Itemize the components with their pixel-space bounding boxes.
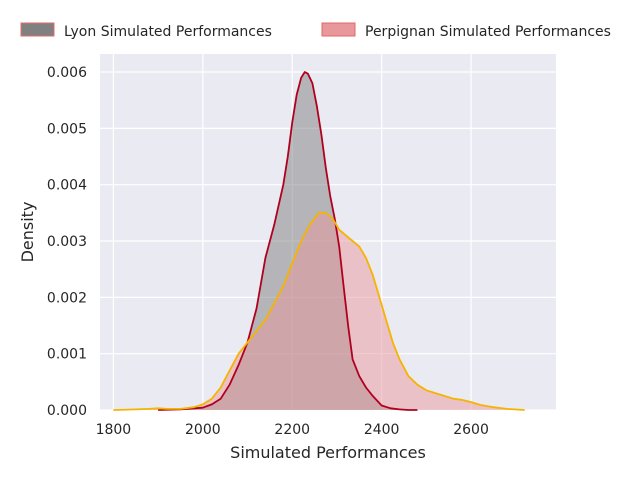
legend-label-perpignan: Perpignan Simulated Performances [365, 24, 611, 40]
y-tick-label: 0.006 [47, 65, 87, 81]
y-tick-label: 0.004 [47, 178, 87, 194]
x-tick-label: 2400 [364, 422, 400, 438]
density-line-lyon [158, 71, 418, 411]
density-line-perpignan [113, 211, 525, 411]
density-areas [113, 71, 525, 411]
legend-label-lyon: Lyon Simulated Performances [64, 24, 272, 40]
y-axis-label: Density [18, 202, 37, 263]
x-tick-label: 1800 [96, 422, 132, 438]
y-tick-label: 0.001 [47, 347, 87, 363]
legend-swatch-perpignan [321, 22, 356, 37]
legend-swatch-lyon [20, 22, 55, 37]
x-axis-label: Simulated Performances [230, 443, 426, 462]
y-tick-label: 0.000 [47, 403, 87, 419]
density-area-lyon [158, 72, 418, 410]
y-tick-label: 0.003 [47, 234, 87, 250]
x-tick-label: 2200 [274, 422, 310, 438]
density-area-perpignan [113, 212, 525, 410]
x-tick-label: 2000 [185, 422, 221, 438]
x-tick-label: 2600 [453, 422, 489, 438]
y-tick-labels: 0.000 0.001 0.002 0.003 0.004 0.005 0.006 [47, 65, 87, 419]
x-tick-labels: 1800 2000 2200 2400 2600 [96, 422, 489, 438]
y-tick-label: 0.002 [47, 290, 87, 306]
y-tick-label: 0.005 [47, 121, 87, 137]
legend: Lyon Simulated Performances Perpignan Si… [20, 22, 611, 40]
